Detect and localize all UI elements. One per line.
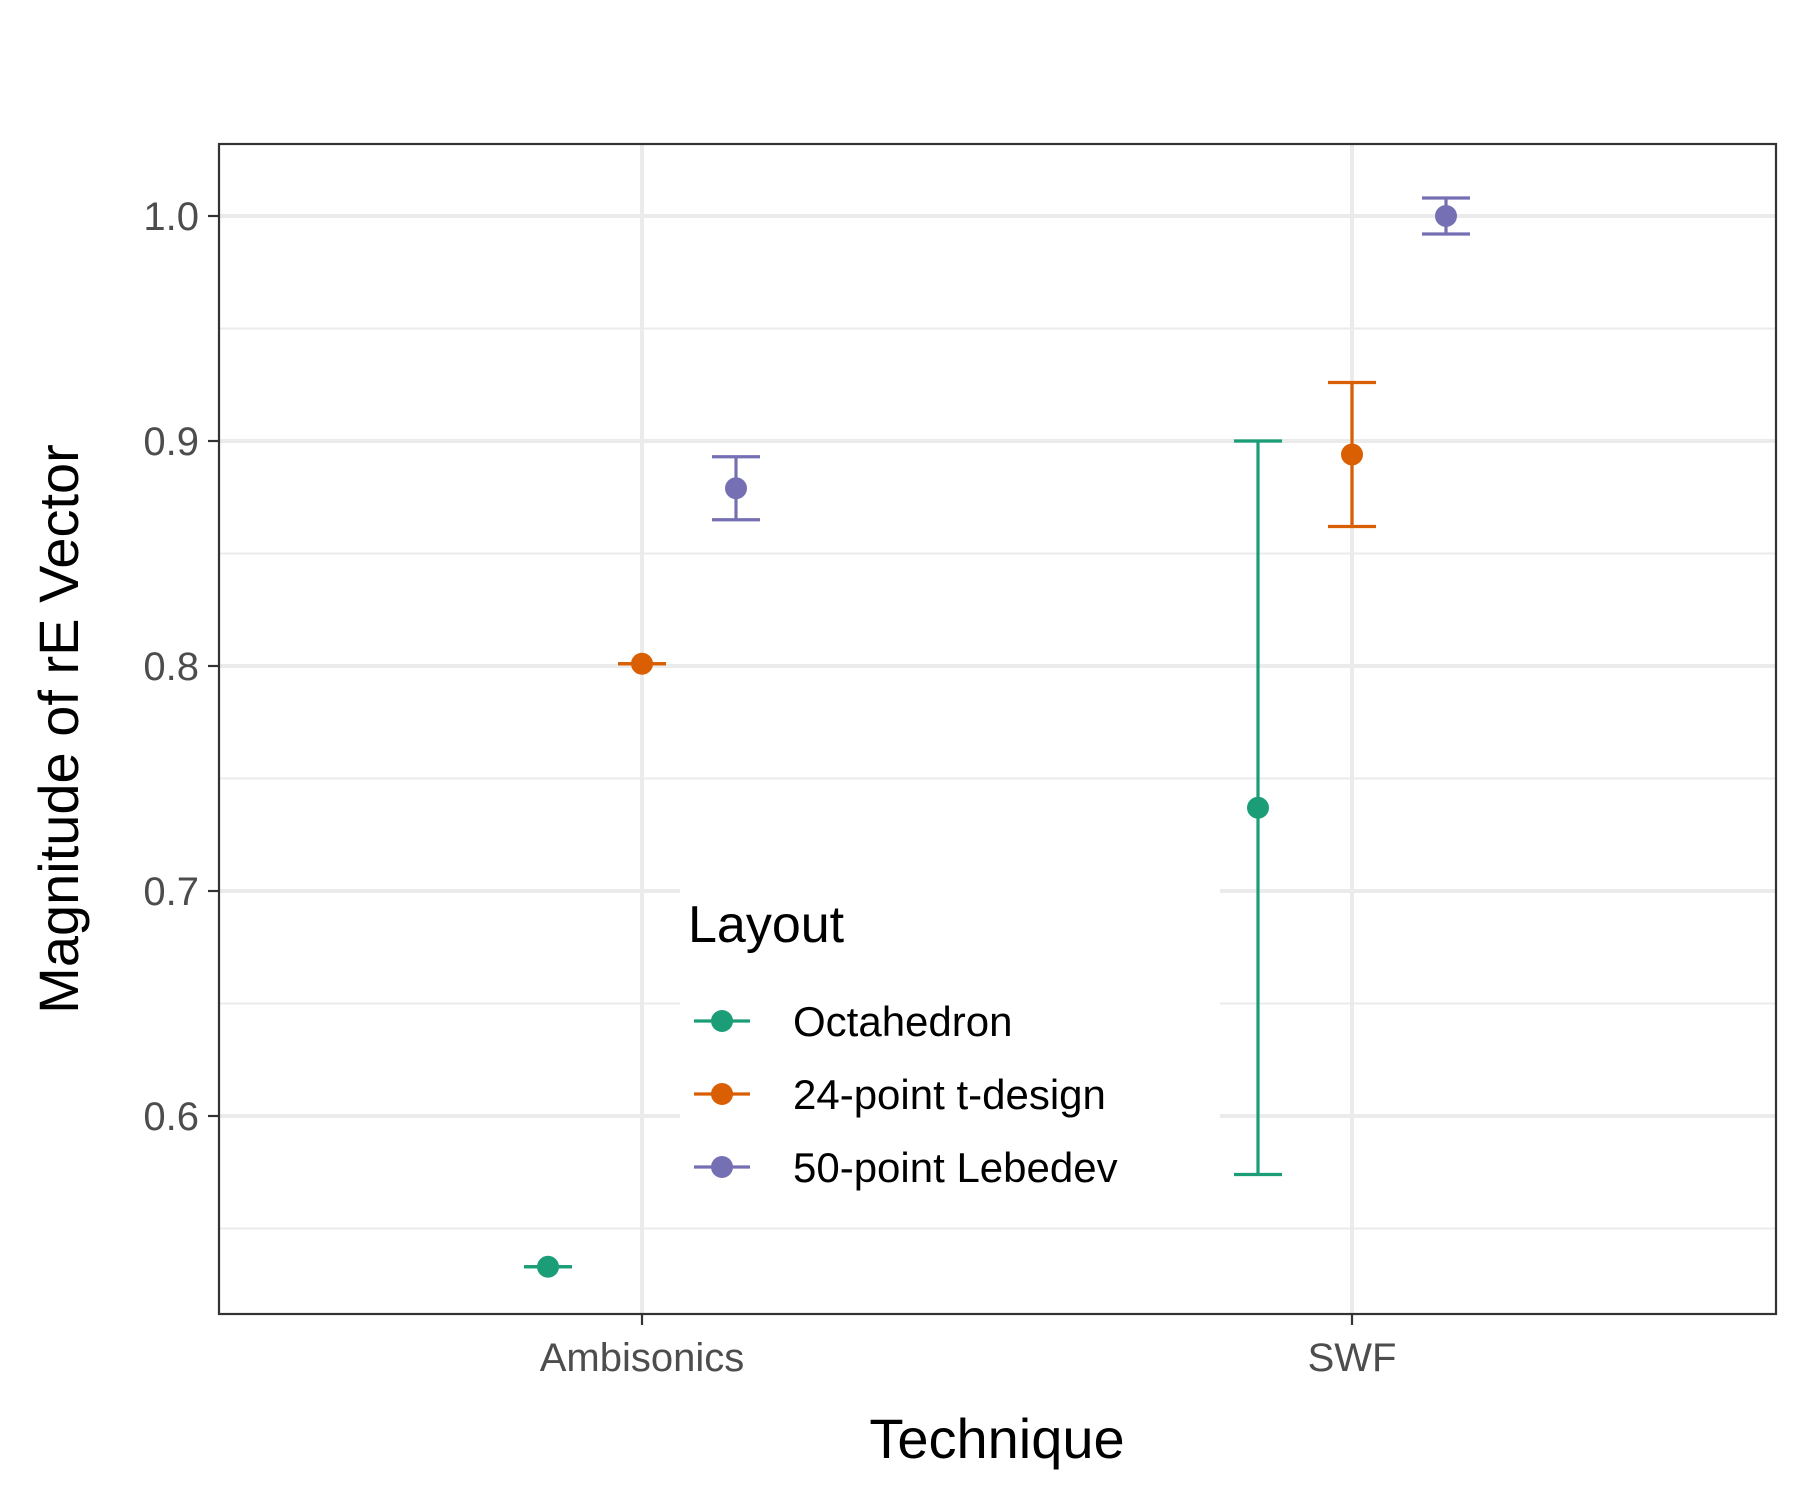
axes: 0.6 0.7 0.8 0.9 1.0 Ambisonics SWF bbox=[143, 195, 1396, 1380]
legend-label: 24-point t-design bbox=[793, 1071, 1106, 1118]
data-point-group bbox=[1234, 439, 1282, 1177]
plot-panel-border bbox=[217, 142, 1778, 1316]
data-point-group bbox=[524, 1255, 572, 1278]
data-point-group bbox=[1328, 380, 1376, 529]
legend-key-point bbox=[711, 1083, 733, 1105]
grid-lines bbox=[219, 144, 1776, 1314]
data-point-group bbox=[618, 652, 666, 675]
y-tick-label: 1.0 bbox=[143, 195, 199, 239]
legend-item: 50-point Lebedev bbox=[694, 1144, 1118, 1191]
y-tick-label: 0.6 bbox=[143, 1095, 199, 1139]
x-tick-label: Ambisonics bbox=[540, 1336, 745, 1380]
legend-key-point bbox=[711, 1156, 733, 1178]
data-point bbox=[1435, 205, 1457, 227]
data-marks bbox=[524, 196, 1470, 1278]
legend-label: 50-point Lebedev bbox=[793, 1144, 1118, 1191]
legend-title: Layout bbox=[688, 896, 845, 954]
data-point bbox=[631, 652, 653, 675]
y-tick-label: 0.7 bbox=[143, 870, 199, 914]
y-tick-label: 0.9 bbox=[143, 420, 199, 464]
legend-item: 24-point t-design bbox=[694, 1071, 1106, 1118]
data-point bbox=[537, 1255, 559, 1278]
data-point bbox=[1341, 443, 1363, 466]
data-point-group bbox=[712, 455, 760, 522]
x-tick-label: SWF bbox=[1308, 1336, 1397, 1380]
legend-label: Octahedron bbox=[793, 998, 1012, 1045]
x-axis-title: Technique bbox=[869, 1407, 1124, 1470]
data-point bbox=[1247, 796, 1269, 819]
legend: Layout Octahedron 24-point t-design 50-poi… bbox=[680, 878, 1220, 1196]
y-axis-title: Magnitude of rE Vector bbox=[27, 444, 90, 1014]
legend-item: Octahedron bbox=[694, 998, 1012, 1045]
legend-background bbox=[680, 878, 1220, 1196]
y-tick-label: 0.8 bbox=[143, 645, 199, 689]
data-point bbox=[725, 477, 747, 500]
legend-key-point bbox=[711, 1010, 733, 1032]
data-point-group bbox=[1422, 196, 1470, 236]
